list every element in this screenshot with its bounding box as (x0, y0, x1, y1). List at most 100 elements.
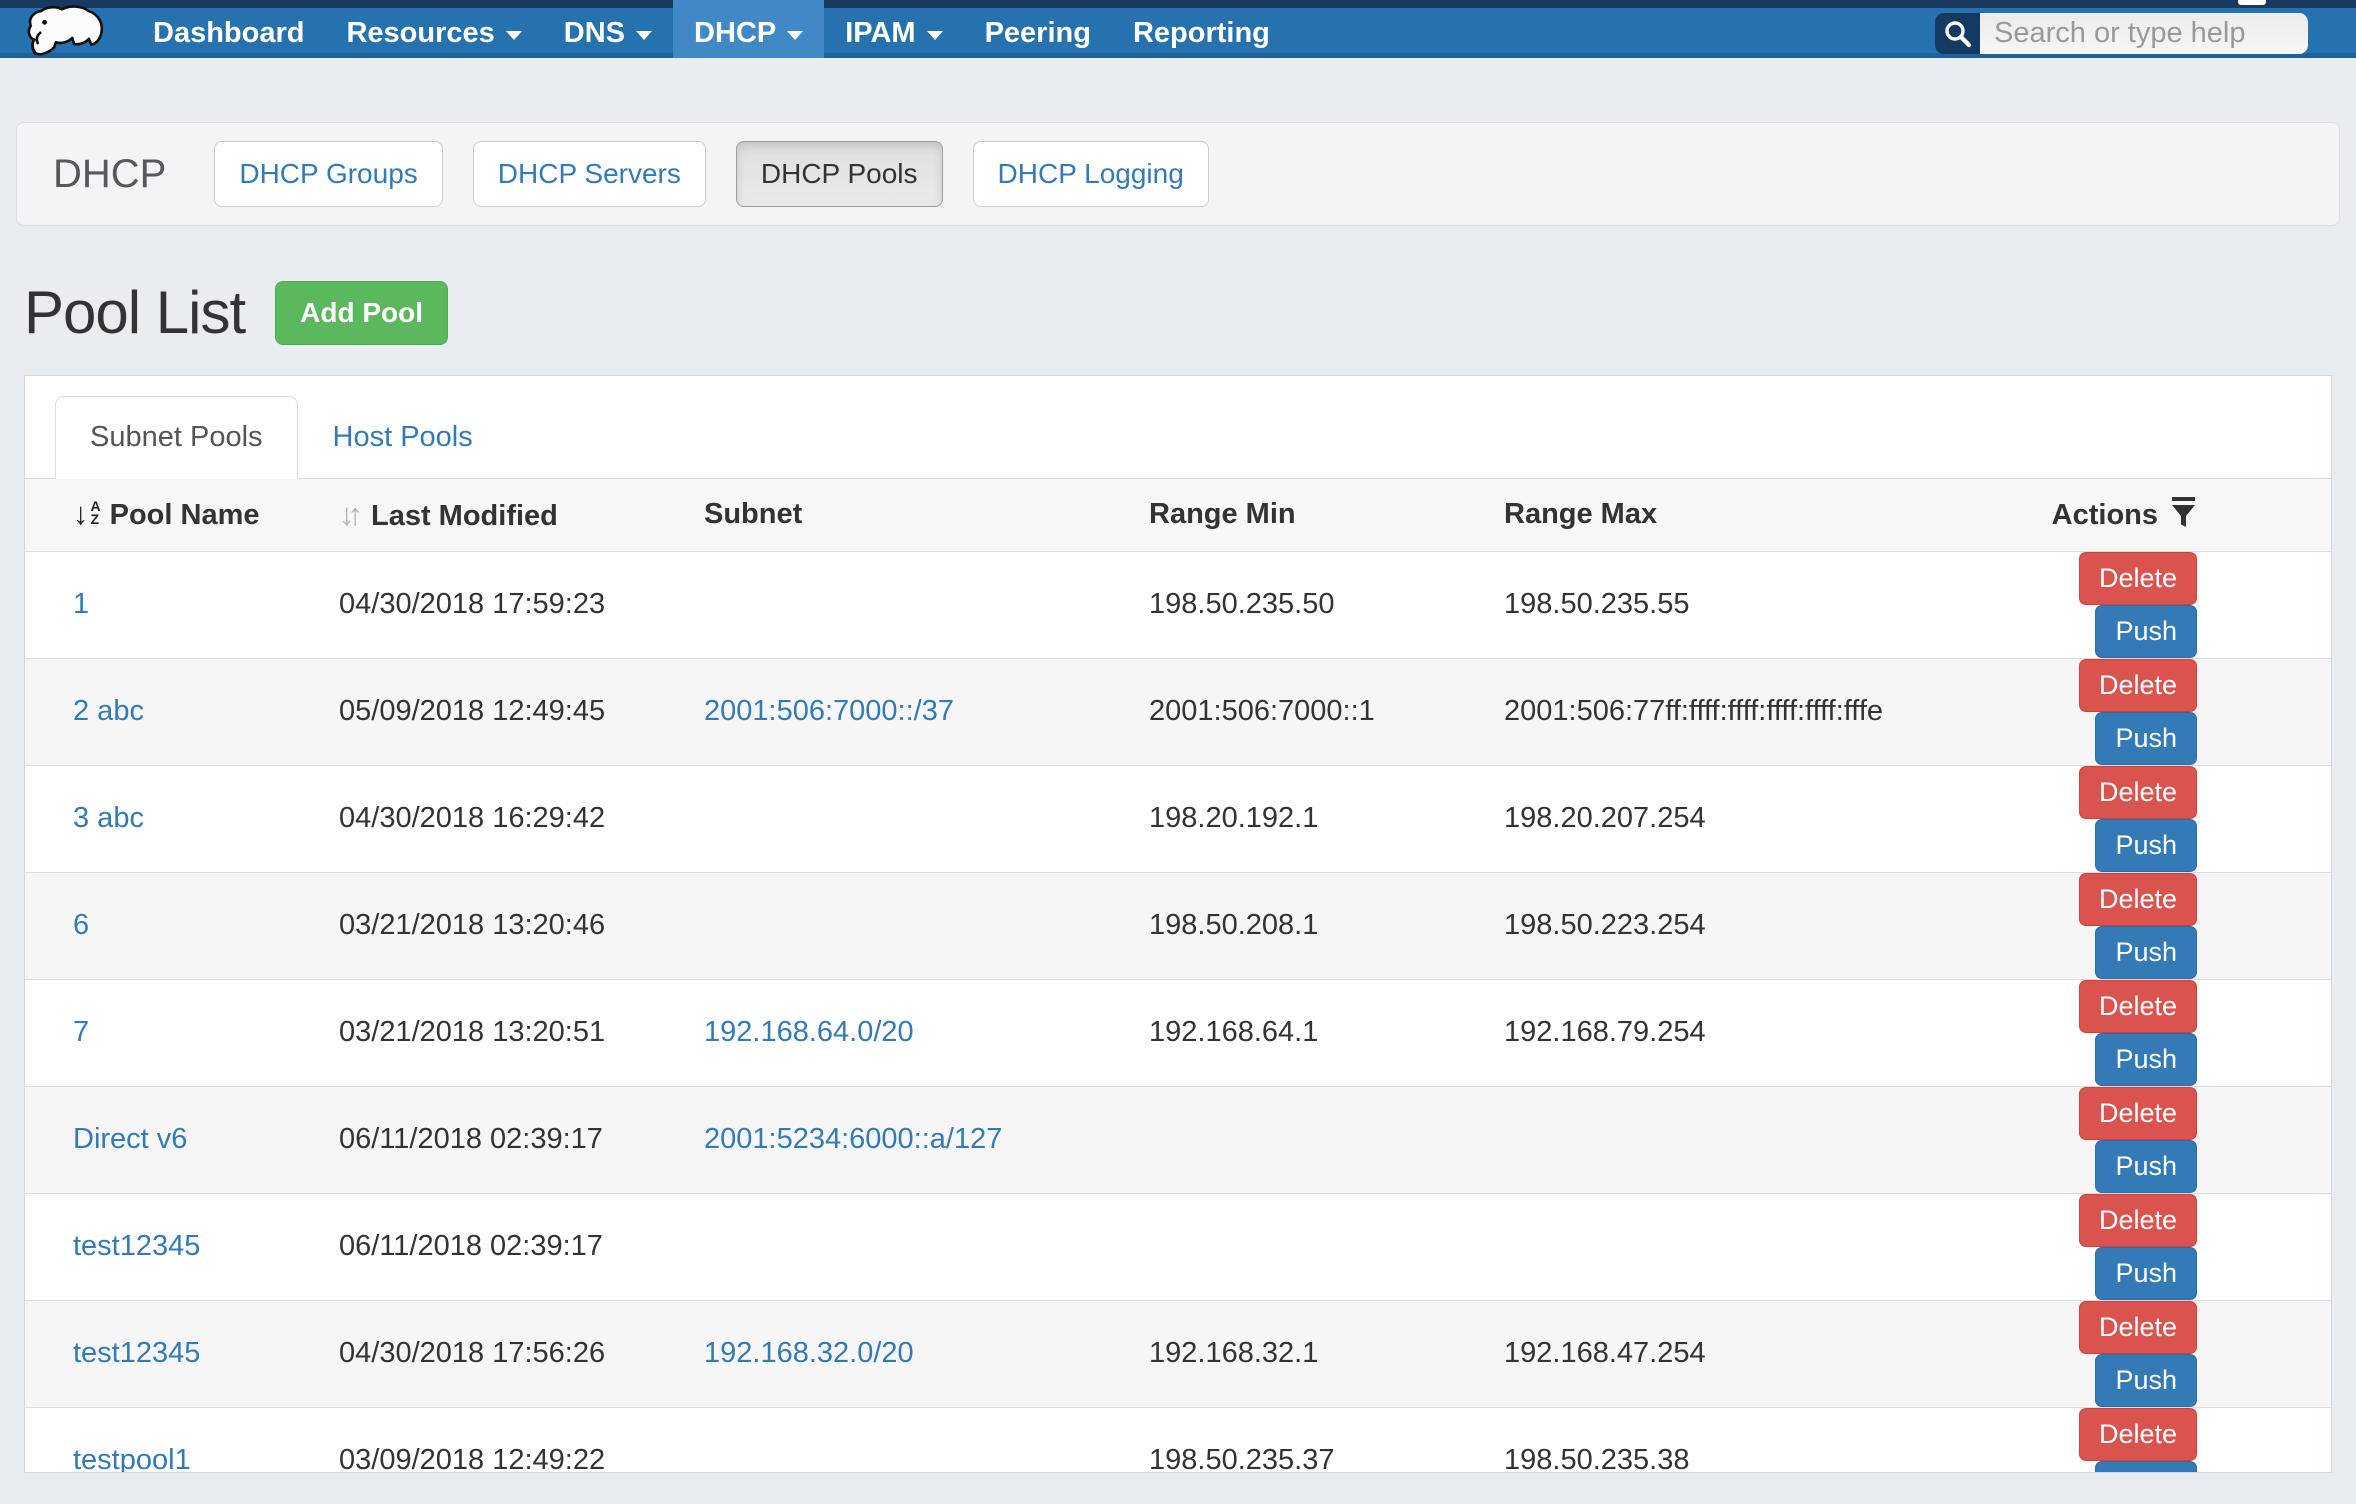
last-modified-cell: 03/21/2018 13:20:51 (315, 978, 680, 1086)
nav-item-reporting[interactable]: Reporting (1112, 0, 1291, 58)
delete-button[interactable]: Delete (2078, 979, 2197, 1033)
range-min-cell (1125, 1085, 1480, 1193)
dhcp-subnav-panel: DHCP DHCP Groups DHCP Servers DHCP Pools DH… (16, 122, 2340, 226)
nav-item-peering[interactable]: Peering (964, 0, 1112, 58)
column-header-last-modified[interactable]: ↓↑ Last Modified (315, 479, 680, 552)
delete-button[interactable]: Delete (2078, 872, 2197, 926)
nav-item-dhcp[interactable]: DHCP (673, 0, 825, 58)
range-min-cell: 198.20.192.1 (1125, 764, 1480, 872)
search-input[interactable] (1980, 13, 2308, 54)
push-button[interactable]: Push (2095, 1246, 2197, 1300)
dhcp-button-dhcp-groups[interactable]: DHCP Groups (214, 141, 443, 207)
push-button[interactable]: Push (2095, 711, 2197, 765)
subnet-link[interactable]: 192.168.32.0/20 (704, 1337, 914, 1369)
subnet-cell (680, 871, 1125, 979)
filter-funnel-icon[interactable] (2170, 497, 2197, 528)
dhcp-button-dhcp-pools[interactable]: DHCP Pools (735, 141, 943, 207)
table-row: 6 03/21/2018 13:20:46 198.50.208.1 198.50.2… (25, 871, 2331, 979)
actions-cell: DeletePush (1980, 1299, 2331, 1407)
search-button[interactable] (1935, 13, 1980, 54)
push-button[interactable]: Push (2095, 925, 2197, 979)
push-button[interactable]: Push (2095, 604, 2197, 658)
push-button[interactable]: Push (2095, 1353, 2197, 1407)
sort-alpha-icon: ↓ A Z (73, 495, 101, 531)
table-row: 1 04/30/2018 17:59:23 198.50.235.50 198.50.… (25, 551, 2331, 658)
page-title: Pool List (24, 279, 246, 346)
pool-name-link[interactable]: testpool1 (73, 1444, 191, 1473)
pool-name-cell: Direct v6 (25, 1085, 315, 1193)
table-row: test12345 04/30/2018 17:56:26 192.168.32.0… (25, 1299, 2331, 1407)
column-header-range-max[interactable]: Range Max (1480, 479, 1980, 552)
range-max-cell: 2001:506:77ff:ffff:ffff:ffff:ffff:fffe (1480, 657, 1980, 765)
dhcp-button-dhcp-logging[interactable]: DHCP Logging (972, 141, 1209, 207)
subnet-cell (680, 1192, 1125, 1300)
delete-button[interactable]: Delete (2078, 551, 2197, 605)
pool-name-cell: testpool1 (25, 1406, 315, 1473)
pool-name-link[interactable]: 7 (73, 1016, 90, 1048)
pool-name-link[interactable]: 3 abc (73, 802, 144, 834)
nav-item-dns[interactable]: DNS (543, 0, 673, 58)
actions-cell: DeletePush (1980, 1085, 2331, 1193)
page-head: Pool List Add Pool (24, 278, 2356, 347)
search-icon (1944, 20, 1971, 47)
dhcp-subnav-buttons: DHCP Groups DHCP Servers DHCP Pools DHCP Lo… (214, 141, 1238, 207)
last-modified-cell: 06/11/2018 02:39:17 (315, 1085, 680, 1193)
pool-name-link[interactable]: test12345 (73, 1337, 201, 1369)
push-button[interactable]: Push (2095, 1139, 2197, 1193)
add-pool-button[interactable]: Add Pool (275, 280, 449, 345)
column-header-pool-name[interactable]: ↓ A Z Pool Name (25, 479, 315, 552)
column-header-range-min[interactable]: Range Min (1125, 479, 1480, 552)
column-header-subnet[interactable]: Subnet (680, 479, 1125, 552)
subnet-cell: 192.168.64.0/20 (680, 978, 1125, 1086)
subnet-link[interactable]: 2001:506:7000::/37 (704, 695, 954, 727)
navbar-search (1935, 13, 2308, 54)
last-modified-cell: 04/30/2018 17:59:23 (339, 588, 606, 620)
pool-name-cell: 6 (25, 871, 315, 979)
nav-item-label: DHCP (694, 16, 777, 49)
mammoth-logo-icon[interactable] (20, 5, 116, 57)
caret-down-icon (636, 30, 653, 40)
tab-subnet-pools[interactable]: Subnet Pools (55, 396, 298, 479)
subnet-link[interactable]: 2001:5234:6000::a/127 (704, 1123, 1003, 1155)
range-min-cell (1125, 1192, 1480, 1300)
delete-button[interactable]: Delete (2078, 658, 2197, 712)
nav-item-dashboard[interactable]: Dashboard (132, 0, 325, 58)
pool-name-link[interactable]: 6 (73, 909, 90, 941)
pool-list-card: Subnet Pools Host Pools ↓ A Z Pool Name ↓↑ La… (24, 375, 2332, 1473)
delete-button[interactable]: Delete (2078, 1300, 2197, 1354)
caret-down-icon (926, 30, 943, 40)
nav-item-resources[interactable]: Resources (325, 0, 542, 58)
subnet-link[interactable]: 192.168.64.0/20 (704, 1016, 914, 1048)
nav-item-label: IPAM (845, 16, 916, 49)
pool-name-cell: test12345 (25, 1299, 315, 1407)
pool-name-link[interactable]: 1 (73, 588, 90, 620)
pool-name-link[interactable]: Direct v6 (73, 1123, 188, 1155)
subnet-cell: 192.168.32.0/20 (680, 1299, 1125, 1407)
delete-button[interactable]: Delete (2078, 1193, 2197, 1247)
delete-button[interactable]: Delete (2078, 1086, 2197, 1140)
delete-button[interactable]: Delete (2078, 1407, 2197, 1461)
actions-cell: DeletePush (1980, 764, 2331, 872)
tab-host-pools[interactable]: Host Pools (332, 421, 473, 453)
pool-name-cell: 7 (25, 978, 315, 1086)
pool-name-link[interactable]: test12345 (73, 1230, 201, 1262)
subnet-cell: 2001:5234:6000::a/127 (680, 1085, 1125, 1193)
pool-name-cell: test12345 (25, 1192, 315, 1300)
last-modified-cell: 06/11/2018 02:39:17 (315, 1192, 680, 1300)
dhcp-button-dhcp-servers[interactable]: DHCP Servers (472, 141, 706, 207)
push-button[interactable]: Push (2095, 818, 2197, 872)
dhcp-section-title: DHCP (53, 151, 167, 196)
range-max-cell: 192.168.79.254 (1480, 978, 1980, 1086)
range-max-cell (1480, 1085, 1980, 1193)
nav-item-label: Dashboard (153, 16, 305, 49)
table-row: 2 abc 05/09/2018 12:49:45 2001:506:7000::/… (25, 657, 2331, 765)
pool-table-body: 1 04/30/2018 17:59:23 198.50.235.50 198.50.… (25, 551, 2331, 1473)
nav-item-ipam[interactable]: IPAM (824, 0, 963, 58)
pool-name-link[interactable]: 2 abc (73, 695, 144, 727)
pool-name-cell: 1 (25, 551, 315, 658)
last-modified-cell: 03/09/2018 12:49:22 (315, 1406, 680, 1472)
delete-button[interactable]: Delete (2078, 765, 2197, 819)
push-button[interactable]: Push (2095, 1460, 2197, 1472)
table-row: 7 03/21/2018 13:20:51 192.168.64.0/20 192.1… (25, 978, 2331, 1086)
push-button[interactable]: Push (2095, 1032, 2197, 1086)
